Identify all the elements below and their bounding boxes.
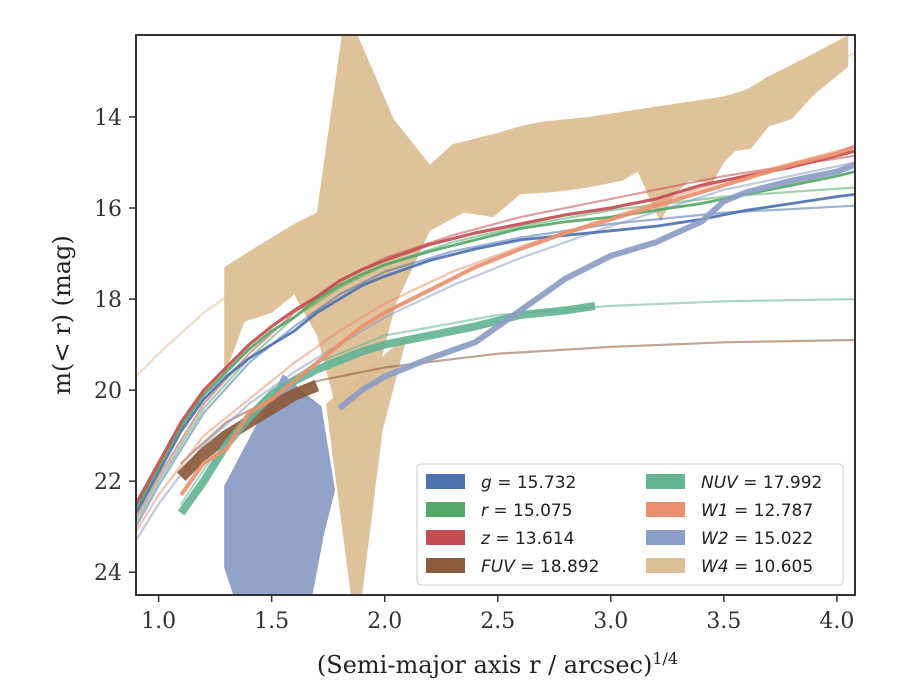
legend-symbol: W4 [701, 557, 729, 577]
x-tick-label: 3.5 [706, 609, 741, 634]
legend-label-fuv: FUV = 18.892 [481, 557, 599, 577]
legend-value: = 18.892 [515, 557, 600, 577]
x-tick-label: 2.5 [480, 609, 515, 634]
legend-label-g: g = 15.732 [481, 473, 576, 493]
profile-w2 [337, 161, 855, 411]
legend-label-r: r = 15.075 [481, 501, 573, 521]
y-tick-label: 16 [94, 197, 122, 222]
x-tick-label: 1.5 [254, 609, 289, 634]
w4-band [224, 35, 849, 418]
legend-symbol: FUV [481, 557, 516, 577]
legend-value: = 12.787 [729, 501, 814, 521]
legend-symbol: W1 [701, 501, 729, 521]
legend-swatch-z [426, 530, 465, 545]
w2-band [224, 374, 335, 595]
profile-w1 [179, 144, 855, 496]
y-axis-label: m(< r) (mag) [48, 235, 76, 394]
legend-value: = 13.614 [490, 529, 575, 549]
plot-frame [135, 34, 856, 596]
y-tick-label: 14 [94, 106, 122, 131]
legend-label-w2: W2 = 15.022 [701, 529, 813, 549]
legend-symbol: z [480, 529, 491, 549]
y-tick-label: 18 [94, 288, 122, 313]
y-tick-label: 24 [94, 561, 122, 586]
legend-value: = 17.992 [738, 473, 823, 493]
model-curve-fuv [180, 338, 855, 465]
legend-label-w4: W4 = 10.605 [701, 557, 813, 577]
y-tick-label: 20 [94, 379, 122, 404]
legend-value: = 15.732 [492, 473, 577, 493]
legend-swatch-w4 [646, 558, 685, 573]
legend-symbol: r [481, 501, 489, 521]
legend-swatch-g [426, 474, 465, 489]
legend-swatch-w1 [646, 502, 685, 517]
legend-label-z: z = 13.614 [480, 529, 574, 549]
profile-r [136, 170, 855, 510]
legend-box [416, 463, 844, 586]
x-tick-label: 1.0 [141, 609, 176, 634]
x-axis-label: (Semi-major axis r / arcsec)1/4 [317, 649, 678, 680]
legend-value: = 15.075 [488, 501, 573, 521]
model-curve-g [136, 204, 855, 528]
x-tick-label: 4.0 [819, 609, 854, 634]
legend-value: = 15.022 [729, 529, 814, 549]
x-tick-label: 2.0 [367, 609, 402, 634]
plot-area [136, 35, 855, 595]
x-tick-label: 3.0 [593, 609, 628, 634]
legend-swatch-r [426, 502, 465, 517]
y-tick-label: 22 [94, 470, 122, 495]
legend-symbol: NUV [701, 473, 739, 493]
x-axis-label-exponent: 1/4 [652, 649, 678, 668]
model-curve-r [136, 186, 855, 524]
legend-swatch-fuv [426, 558, 465, 573]
profile-g [136, 192, 855, 514]
model-curve-w4 [136, 52, 855, 378]
legend-value: = 10.605 [729, 557, 814, 577]
profile-z [136, 149, 855, 505]
legend-label-nuv: NUV = 17.992 [701, 473, 822, 493]
legend-swatch-w2 [646, 530, 685, 545]
legend-symbol: W2 [701, 529, 729, 549]
legend-swatch-nuv [646, 474, 685, 489]
legend-label-w1: W1 = 12.787 [701, 501, 813, 521]
model-curve-w1 [136, 145, 855, 533]
legend-symbol: g [481, 473, 492, 493]
